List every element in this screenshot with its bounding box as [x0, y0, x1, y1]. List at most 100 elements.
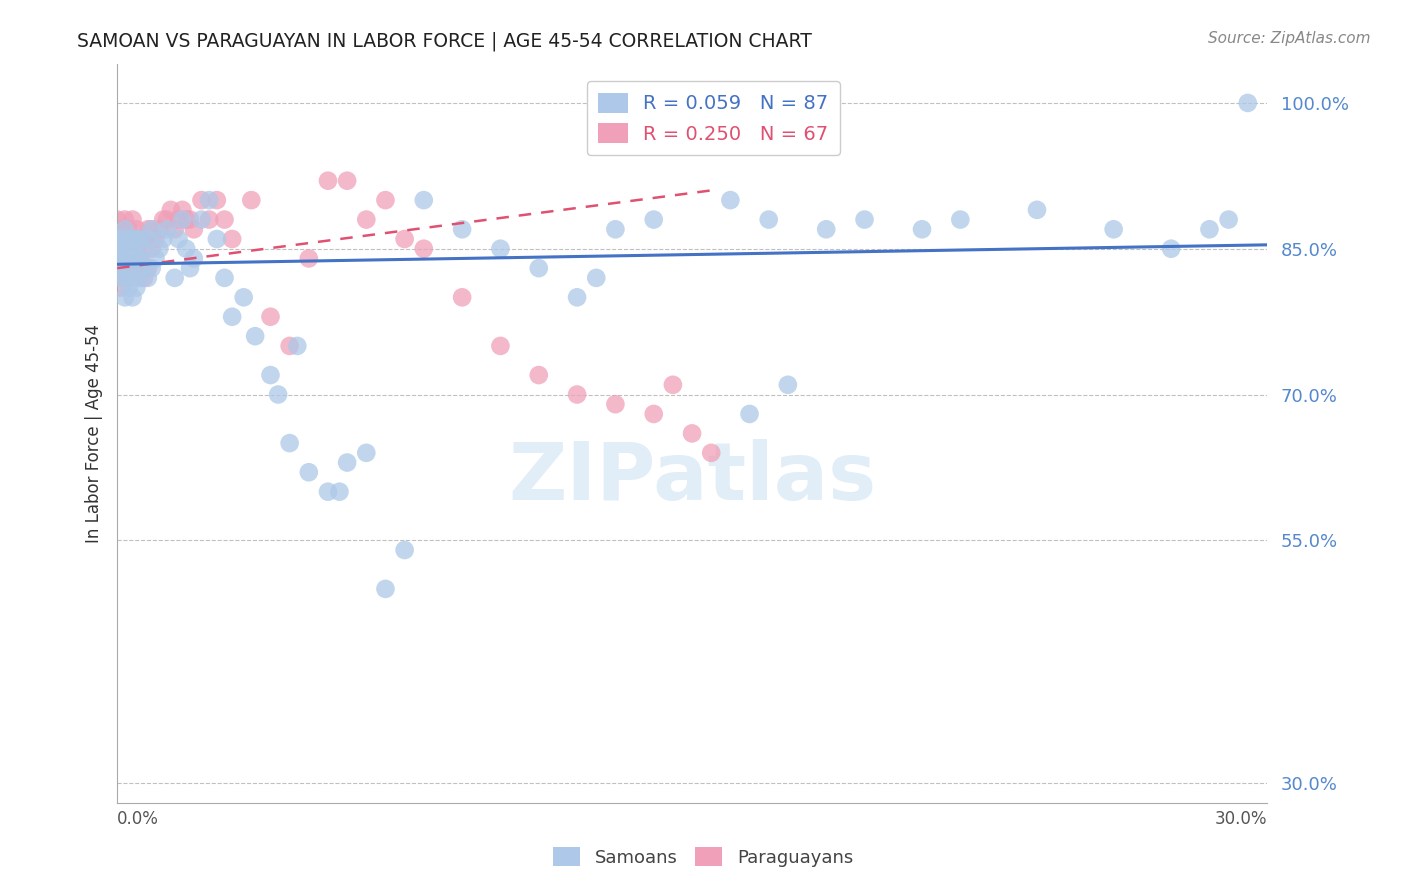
- Text: ZIPatlas: ZIPatlas: [508, 439, 876, 516]
- Point: [285, 339, 308, 353]
- Point: [585, 271, 607, 285]
- Point: [105, 242, 128, 256]
- Point: [105, 242, 128, 256]
- Point: [700, 446, 723, 460]
- Point: [148, 242, 170, 256]
- Y-axis label: In Labor Force | Age 45-54: In Labor Force | Age 45-54: [86, 324, 103, 543]
- Point: [1026, 202, 1049, 217]
- Point: [129, 252, 152, 266]
- Point: [114, 271, 136, 285]
- Point: [136, 261, 159, 276]
- Point: [911, 222, 934, 236]
- Point: [190, 193, 212, 207]
- Point: [148, 222, 170, 236]
- Point: [298, 252, 321, 266]
- Point: [152, 212, 174, 227]
- Point: [136, 222, 159, 236]
- Point: [179, 212, 201, 227]
- Point: [198, 193, 221, 207]
- Point: [605, 222, 627, 236]
- Point: [105, 232, 128, 246]
- Point: [114, 252, 136, 266]
- Point: [451, 222, 474, 236]
- Point: [205, 193, 228, 207]
- Point: [374, 582, 396, 596]
- Point: [1102, 222, 1125, 236]
- Point: [121, 232, 143, 246]
- Point: [145, 232, 167, 246]
- Point: [172, 212, 194, 227]
- Point: [156, 212, 179, 227]
- Point: [328, 484, 350, 499]
- Point: [356, 446, 378, 460]
- Point: [167, 212, 190, 227]
- Point: [394, 543, 416, 558]
- Point: [141, 242, 163, 256]
- Point: [489, 242, 512, 256]
- Point: [114, 242, 136, 256]
- Point: [163, 222, 186, 236]
- Point: [815, 222, 838, 236]
- Point: [259, 310, 281, 324]
- Point: [214, 212, 236, 227]
- Point: [118, 242, 141, 256]
- Point: [121, 252, 143, 266]
- Point: [489, 339, 512, 353]
- Point: [336, 456, 359, 470]
- Text: 30.0%: 30.0%: [1215, 811, 1267, 829]
- Point: [152, 232, 174, 246]
- Point: [1198, 222, 1220, 236]
- Point: [156, 222, 179, 236]
- Point: [738, 407, 761, 421]
- Point: [132, 232, 155, 246]
- Point: [125, 252, 148, 266]
- Point: [121, 290, 143, 304]
- Point: [105, 252, 128, 266]
- Point: [167, 232, 190, 246]
- Point: [643, 212, 665, 227]
- Point: [356, 212, 378, 227]
- Point: [136, 271, 159, 285]
- Point: [121, 271, 143, 285]
- Point: [141, 222, 163, 236]
- Point: [160, 202, 183, 217]
- Point: [105, 232, 128, 246]
- Point: [316, 174, 339, 188]
- Point: [105, 222, 128, 236]
- Point: [110, 280, 132, 294]
- Legend: Samoans, Paraguayans: Samoans, Paraguayans: [546, 840, 860, 874]
- Point: [125, 242, 148, 256]
- Point: [605, 397, 627, 411]
- Point: [527, 261, 550, 276]
- Point: [949, 212, 972, 227]
- Text: Source: ZipAtlas.com: Source: ZipAtlas.com: [1208, 31, 1371, 46]
- Point: [121, 252, 143, 266]
- Text: 0.0%: 0.0%: [117, 811, 159, 829]
- Point: [565, 387, 588, 401]
- Point: [259, 368, 281, 382]
- Point: [221, 310, 243, 324]
- Point: [214, 271, 236, 285]
- Point: [105, 212, 128, 227]
- Point: [190, 212, 212, 227]
- Point: [132, 242, 155, 256]
- Point: [125, 222, 148, 236]
- Point: [110, 252, 132, 266]
- Point: [145, 252, 167, 266]
- Point: [105, 252, 128, 266]
- Point: [278, 339, 301, 353]
- Point: [110, 232, 132, 246]
- Point: [141, 222, 163, 236]
- Point: [758, 212, 780, 227]
- Point: [121, 232, 143, 246]
- Point: [198, 212, 221, 227]
- Point: [132, 271, 155, 285]
- Point: [394, 232, 416, 246]
- Point: [662, 377, 685, 392]
- Point: [114, 222, 136, 236]
- Point: [125, 280, 148, 294]
- Point: [267, 387, 290, 401]
- Point: [853, 212, 876, 227]
- Point: [129, 271, 152, 285]
- Point: [316, 484, 339, 499]
